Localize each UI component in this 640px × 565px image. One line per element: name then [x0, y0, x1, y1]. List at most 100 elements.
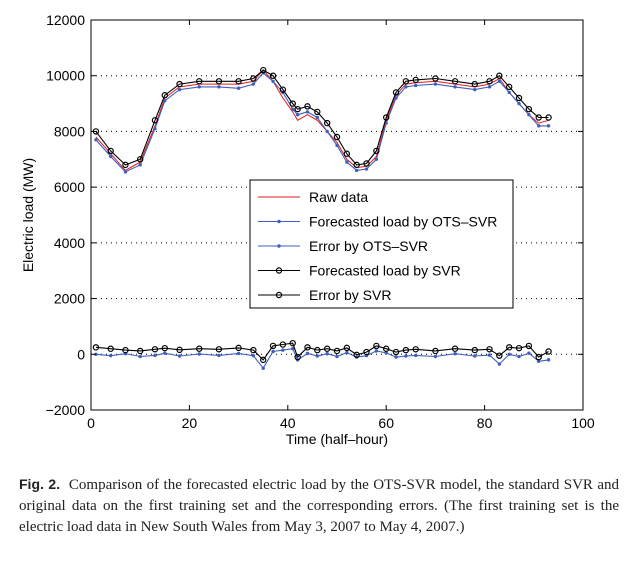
data-point [535, 353, 542, 361]
data-point [315, 354, 320, 358]
data-point [161, 92, 168, 99]
data-point [217, 85, 221, 89]
data-point [394, 355, 398, 359]
data-point [236, 351, 241, 356]
data-point [176, 80, 183, 88]
data-point [373, 342, 380, 350]
data-point [92, 344, 100, 351]
data-point [235, 344, 242, 352]
data-point [177, 87, 182, 92]
series-3 [92, 66, 552, 169]
data-point [251, 82, 256, 86]
series-4 [92, 339, 552, 364]
data-point [525, 105, 533, 113]
data-point [279, 341, 287, 348]
data-point [325, 352, 329, 356]
data-point [151, 346, 159, 353]
data-point [473, 87, 477, 92]
caption-text: Comparison of the forecasted electric lo… [19, 477, 619, 535]
data-point [353, 161, 360, 169]
data-point [250, 75, 257, 82]
data-point [374, 349, 379, 353]
data-point [412, 346, 419, 353]
series-0 [95, 69, 549, 172]
data-point [108, 353, 113, 358]
data-point [291, 347, 295, 351]
data-point [537, 359, 541, 363]
data-point [235, 78, 242, 85]
data-point [333, 347, 341, 355]
data-point [107, 345, 114, 352]
data-point [236, 86, 241, 90]
data-point [414, 353, 418, 358]
data-point [473, 354, 477, 358]
data-point [122, 346, 129, 354]
data-point [289, 100, 296, 107]
plot-frame [90, 19, 584, 411]
x-tick-label: 0 [87, 415, 95, 431]
legend-marker [275, 267, 283, 274]
data-point [305, 110, 310, 114]
data-point [345, 350, 349, 355]
data-point [412, 76, 419, 84]
data-point [433, 82, 438, 86]
data-point [163, 351, 167, 355]
data-point [271, 349, 275, 354]
y-axis-label: Electric load (MW) [20, 158, 36, 272]
data-point [384, 351, 388, 355]
data-point [354, 168, 359, 173]
y-tick-label: 6000 [54, 179, 85, 195]
data-point [545, 348, 552, 355]
data-point [392, 348, 400, 356]
data-point [383, 345, 390, 352]
data-point [271, 79, 275, 83]
data-point [507, 352, 511, 356]
data-point [535, 114, 542, 121]
data-point [517, 354, 521, 359]
data-point [294, 105, 301, 113]
data-point [343, 344, 351, 352]
y-tick-label: 4000 [54, 235, 85, 251]
data-point [432, 347, 439, 355]
data-point [251, 353, 256, 358]
figure-caption: Fig. 2. Comparison of the forecasted ele… [19, 474, 619, 538]
caption-label: Fig. 2. [19, 476, 61, 492]
y-tick-label: 12000 [46, 12, 85, 28]
data-point [453, 85, 457, 89]
data-point [432, 75, 439, 82]
y-tick-label: 2000 [54, 291, 85, 307]
data-point [197, 85, 201, 89]
series-line [95, 69, 549, 166]
data-point [215, 346, 223, 353]
data-point [471, 80, 478, 88]
y-tick-label: 0 [77, 346, 85, 362]
data-point [138, 354, 142, 359]
data-point [215, 78, 223, 85]
data-point [197, 352, 201, 356]
series-line [95, 72, 549, 173]
data-point [281, 348, 285, 352]
data-point [196, 345, 203, 352]
y-tick-label: −2000 [46, 402, 86, 418]
data-point [294, 353, 301, 361]
data-point [527, 113, 531, 117]
x-tick-label: 80 [477, 415, 493, 431]
data-point [487, 353, 492, 357]
data-point [383, 114, 390, 121]
data-point [161, 344, 168, 352]
data-point [527, 351, 531, 355]
data-point [260, 356, 267, 364]
data-point [404, 85, 408, 89]
legend-label: Raw data [309, 189, 368, 205]
data-point [414, 83, 418, 88]
data-point [333, 133, 341, 141]
legend-label: Forecasted load by OTS–SVR [309, 214, 497, 230]
data-point [486, 78, 493, 85]
data-point [335, 354, 339, 359]
data-point [486, 346, 493, 353]
data-point [94, 138, 98, 142]
data-point [295, 113, 300, 117]
data-point [497, 362, 502, 366]
data-point [343, 150, 351, 157]
data-point [453, 352, 457, 356]
